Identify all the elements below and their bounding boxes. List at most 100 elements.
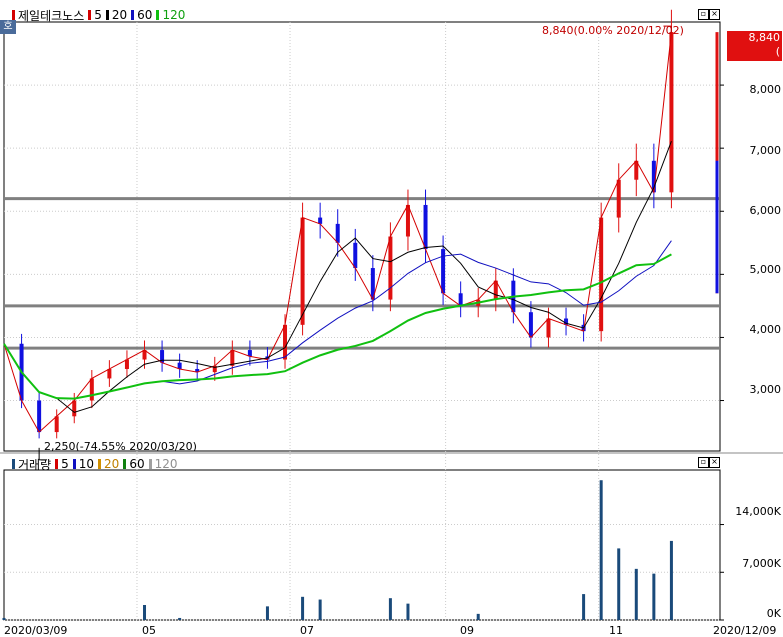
current-price-change: ( 30.00%) (733, 45, 780, 72)
vma10-swatch (72, 459, 76, 469)
candle-body (546, 318, 551, 338)
volume-panel-frame (3, 469, 721, 621)
y-tick-label: 8,000 (749, 83, 782, 96)
candle-body (370, 268, 375, 300)
current-price-value: 8,840 (748, 31, 781, 44)
candle-body (177, 362, 182, 369)
vma20-label: 20 (104, 457, 120, 471)
volume-bar (669, 540, 673, 620)
ma60-label: 60 (137, 8, 153, 22)
candle-body (142, 350, 147, 360)
vma60-label: 60 (129, 457, 145, 471)
vma20-swatch (98, 459, 102, 469)
volume-bar (582, 594, 586, 620)
low-annotation: 2,250(-74.55% 2020/03/20) (44, 440, 197, 453)
candle-body (72, 400, 77, 417)
ma5-label: 5 (94, 8, 102, 22)
y-tick-label: 7,000 (749, 144, 782, 157)
volume-legend: 거래량 5 10 20 60 120 (8, 457, 178, 472)
y-tick-label: 3,000 (749, 383, 782, 396)
candle-body (212, 365, 217, 373)
y-tick-label: 5,000 (749, 263, 782, 276)
volume-title: 거래량 (18, 457, 52, 472)
candle-body (616, 179, 621, 218)
candle-body (54, 416, 59, 433)
candle-body (283, 324, 288, 360)
vma120-swatch (148, 459, 152, 469)
ma20-swatch (105, 10, 109, 20)
volume-bar (406, 603, 410, 620)
candle-body (230, 350, 235, 366)
candle-body (195, 368, 200, 373)
vma10-label: 10 (78, 457, 95, 471)
volume-bar (265, 606, 269, 620)
candle-body (405, 204, 410, 237)
y-tick-label: 4,000 (749, 323, 782, 336)
ma5-swatch (88, 10, 92, 20)
vma60-swatch (123, 459, 127, 469)
x-tick-label: 2020/03/09 (4, 624, 68, 637)
volume-bar (2, 617, 6, 620)
candle-body (599, 217, 604, 332)
stock-name: 제일테크노스 (18, 8, 85, 23)
candle-body (493, 280, 498, 300)
ma5-line (3, 32, 672, 433)
candle-body (651, 160, 656, 193)
candle-body (441, 249, 446, 294)
volume-bar (143, 605, 147, 620)
ma60-swatch (131, 10, 135, 20)
ma120-label: 120 (162, 8, 186, 22)
y-tick-label: 6,000 (749, 204, 782, 217)
side-tab[interactable]: 호 (0, 20, 16, 34)
volume-bar (599, 480, 603, 620)
x-tick-label: 07 (300, 624, 314, 637)
high-annotation: 8,840(0.00% 2020/12/02) (542, 24, 684, 37)
volume-bar (178, 617, 182, 620)
volume-series-swatch (12, 459, 15, 469)
ma20-line (3, 141, 672, 413)
volume-bar (318, 599, 322, 620)
price-legend: 제일테크노스 5 20 60 120 (8, 8, 186, 23)
volume-bar (476, 613, 480, 620)
x-tick-label: 11 (609, 624, 623, 637)
candle-body (388, 236, 393, 300)
ma120-swatch (156, 10, 160, 20)
vma120-label: 120 (154, 457, 178, 471)
volume-bar (634, 568, 638, 620)
candle-body (634, 160, 639, 180)
candle-body (37, 400, 42, 433)
price-close-icon[interactable]: × (709, 9, 720, 20)
candle-body (335, 223, 340, 243)
volume-close-icon[interactable]: × (709, 457, 720, 468)
candle-body (423, 204, 428, 250)
ma20-label: 20 (111, 8, 128, 22)
candle-body (458, 293, 463, 306)
candle-body (353, 242, 358, 269)
candle-body (528, 312, 533, 338)
vol-tick-label: 0K (766, 607, 781, 620)
volume-bar (388, 598, 392, 620)
candle-body (669, 32, 674, 193)
volume-restore-icon[interactable]: ▫ (698, 457, 709, 468)
candle-body (160, 350, 165, 363)
volume-bar (301, 596, 305, 620)
volume-bar (652, 573, 656, 620)
candle-body (564, 318, 569, 325)
vma5-swatch (55, 459, 59, 469)
current-price-badge: 8,840 ( 30.00%) (727, 31, 782, 72)
candle-body (300, 217, 305, 325)
volume-bar (617, 548, 621, 620)
vol-tick-label: 7,000K (742, 557, 781, 570)
candle-body (124, 359, 129, 369)
price-panel-frame (3, 21, 721, 452)
x-tick-label: 2020/12/09 (713, 624, 777, 637)
candle-body (247, 350, 252, 357)
candle-body (318, 217, 323, 224)
price-series-swatch (12, 10, 15, 20)
vol-tick-label: 14,000K (735, 505, 781, 518)
x-tick-label: 05 (142, 624, 156, 637)
ma120-line (3, 253, 672, 400)
price-restore-icon[interactable]: ▫ (698, 9, 709, 20)
x-tick-label: 09 (460, 624, 474, 637)
